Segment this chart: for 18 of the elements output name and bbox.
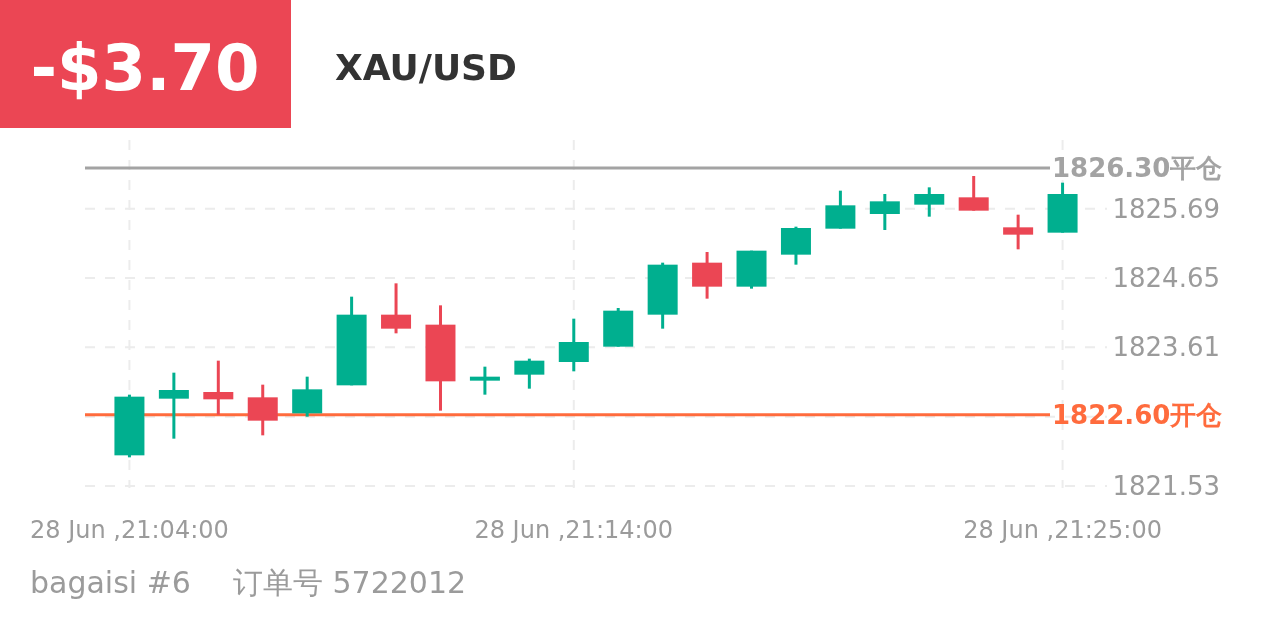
- chart-title: XAU/USD: [335, 47, 517, 88]
- chart-subtitle: -$3.70: [30, 31, 260, 105]
- text: 订单号 5722012: [232, 565, 467, 600]
- x-tick-label: 28 Jun ,21:14:00: [474, 516, 674, 544]
- y-tick-label: 1821.53: [1112, 471, 1220, 501]
- text: bagaisi #6: [30, 565, 191, 600]
- candlestick: [203, 360, 234, 415]
- candlestick: [914, 187, 945, 217]
- y-tick-label: 1825.69: [1112, 193, 1220, 224]
- ref-line-label: 1826.30平仓: [1052, 153, 1223, 183]
- x-tick-label: 28 Jun ,21:25:00: [963, 516, 1162, 544]
- y-tick-label: 1824.65: [1112, 263, 1220, 293]
- candlestick: [158, 372, 189, 439]
- ref-line-label: 1822.60开仓: [1052, 399, 1223, 430]
- x-tick-label: 28 Jun ,21:04:00: [30, 516, 229, 544]
- y-tick-label: 1823.61: [1112, 332, 1220, 363]
- candlestick: [1003, 214, 1034, 250]
- candlestick: [469, 366, 500, 395]
